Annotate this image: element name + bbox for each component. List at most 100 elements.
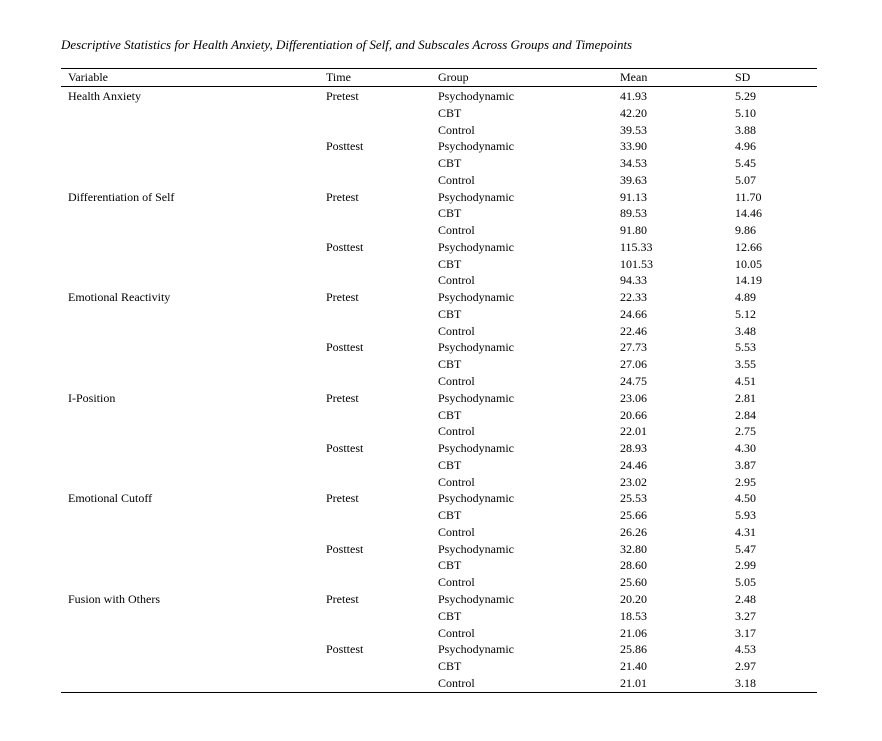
cell-group: Psychodynamic <box>438 491 514 506</box>
table-row: CBT 89.53 14.46 <box>61 205 817 222</box>
cell-group: CBT <box>438 105 462 120</box>
cell-group: Control <box>438 374 475 389</box>
cell-sd: 3.87 <box>735 457 756 472</box>
cell-group: CBT <box>438 206 462 221</box>
cell-variable: Fusion with Others <box>68 591 161 606</box>
cell-group: Control <box>438 625 475 640</box>
cell-sd: 2.99 <box>735 558 756 573</box>
descriptive-statistics-table: Variable Time Group Mean SD Health Anxie… <box>61 68 817 693</box>
cell-group: Psychodynamic <box>438 290 514 305</box>
cell-group: Control <box>438 172 475 187</box>
table-row: I-Position Pretest Psychodynamic 23.06 2.81 <box>61 390 817 407</box>
table-top-rule <box>61 68 817 69</box>
cell-time: Pretest <box>326 89 359 103</box>
cell-group: CBT <box>438 508 462 523</box>
cell-mean: 23.06 <box>620 390 647 405</box>
table-row: Control 22.46 3.48 <box>61 323 817 340</box>
table-row: CBT 34.53 5.45 <box>61 155 817 172</box>
cell-sd: 4.30 <box>735 441 756 456</box>
table-row: Control 21.01 3.18 <box>61 675 817 692</box>
cell-group: CBT <box>438 608 462 623</box>
cell-group: Psychodynamic <box>438 239 514 254</box>
table-row: CBT 42.20 5.10 <box>61 105 817 122</box>
cell-time: Posttest <box>326 239 364 254</box>
cell-mean: 34.53 <box>620 156 647 171</box>
cell-sd: 5.47 <box>735 541 756 556</box>
table-title: Descriptive Statistics for Health Anxiet… <box>61 37 633 52</box>
table-row: Posttest Psychodynamic 115.33 12.66 <box>61 239 817 256</box>
cell-group: Control <box>438 273 475 288</box>
table-row: Control 24.75 4.51 <box>61 373 817 390</box>
cell-group: Control <box>438 575 475 590</box>
cell-mean: 28.60 <box>620 558 647 573</box>
table-body: Health Anxiety Pretest Psychodynamic 41.93 5… <box>61 87 817 692</box>
cell-group: Psychodynamic <box>438 139 514 154</box>
cell-mean: 26.26 <box>620 524 647 539</box>
cell-time: Pretest <box>326 591 359 606</box>
cell-group: CBT <box>438 659 462 674</box>
cell-group: Psychodynamic <box>438 541 514 556</box>
cell-mean: 41.93 <box>620 89 647 103</box>
cell-sd: 5.05 <box>735 575 756 590</box>
cell-sd: 11.70 <box>735 189 762 204</box>
cell-time: Pretest <box>326 491 359 506</box>
cell-sd: 5.12 <box>735 306 756 321</box>
table-row: Control 22.01 2.75 <box>61 423 817 440</box>
cell-sd: 4.50 <box>735 491 756 506</box>
cell-time: Posttest <box>326 340 364 355</box>
table-row: CBT 21.40 2.97 <box>61 658 817 675</box>
cell-sd: 14.19 <box>735 273 762 288</box>
cell-sd: 2.81 <box>735 390 756 405</box>
cell-group: Psychodynamic <box>438 340 514 355</box>
cell-sd: 14.46 <box>735 206 762 221</box>
cell-group: CBT <box>438 306 462 321</box>
cell-sd: 5.10 <box>735 105 756 120</box>
cell-variable: Differentiation of Self <box>68 189 175 204</box>
cell-time: Pretest <box>326 390 359 405</box>
cell-sd: 3.88 <box>735 122 756 137</box>
cell-sd: 5.53 <box>735 340 756 355</box>
table-row: CBT 28.60 2.99 <box>61 557 817 574</box>
header-mean: Mean <box>620 70 648 84</box>
cell-sd: 2.75 <box>735 424 756 439</box>
cell-mean: 24.46 <box>620 457 647 472</box>
table-row: Control 94.33 14.19 <box>61 272 817 289</box>
table-bottom-rule <box>61 691 817 693</box>
cell-group: Control <box>438 424 475 439</box>
table-row: Fusion with Others Pretest Psychodynamic 20… <box>61 591 817 608</box>
cell-mean: 27.73 <box>620 340 647 355</box>
table-row: CBT 25.66 5.93 <box>61 507 817 524</box>
cell-mean: 28.93 <box>620 441 647 456</box>
cell-group: Psychodynamic <box>438 642 514 657</box>
cell-sd: 3.27 <box>735 608 756 623</box>
cell-mean: 32.80 <box>620 541 647 556</box>
cell-group: CBT <box>438 407 462 422</box>
cell-group: CBT <box>438 457 462 472</box>
cell-mean: 20.66 <box>620 407 647 422</box>
cell-sd: 4.96 <box>735 139 756 154</box>
cell-time: Posttest <box>326 139 364 154</box>
cell-sd: 9.86 <box>735 223 756 238</box>
cell-time: Posttest <box>326 642 364 657</box>
table-row: Control 23.02 2.95 <box>61 474 817 491</box>
cell-time: Posttest <box>326 541 364 556</box>
table-row: Control 21.06 3.17 <box>61 625 817 642</box>
cell-group: CBT <box>438 156 462 171</box>
cell-mean: 27.06 <box>620 357 647 372</box>
cell-sd: 2.95 <box>735 474 756 489</box>
cell-group: CBT <box>438 256 462 271</box>
table-header-row: Variable Time Group Mean SD <box>61 69 817 87</box>
table-row: CBT 27.06 3.55 <box>61 356 817 373</box>
table-row: Posttest Psychodynamic 27.73 5.53 <box>61 339 817 356</box>
cell-sd: 2.48 <box>735 591 756 606</box>
cell-sd: 3.18 <box>735 675 756 690</box>
cell-sd: 2.84 <box>735 407 756 422</box>
cell-mean: 22.33 <box>620 290 647 305</box>
cell-group: Psychodynamic <box>438 441 514 456</box>
table-row: Health Anxiety Pretest Psychodynamic 41.93 5… <box>61 88 817 105</box>
cell-variable: I-Position <box>68 390 116 405</box>
table-row: CBT 101.53 10.05 <box>61 256 817 273</box>
header-variable: Variable <box>68 70 108 84</box>
table-row: Emotional Reactivity Pretest Psychodynamic… <box>61 289 817 306</box>
table-row: Posttest Psychodynamic 32.80 5.47 <box>61 541 817 558</box>
